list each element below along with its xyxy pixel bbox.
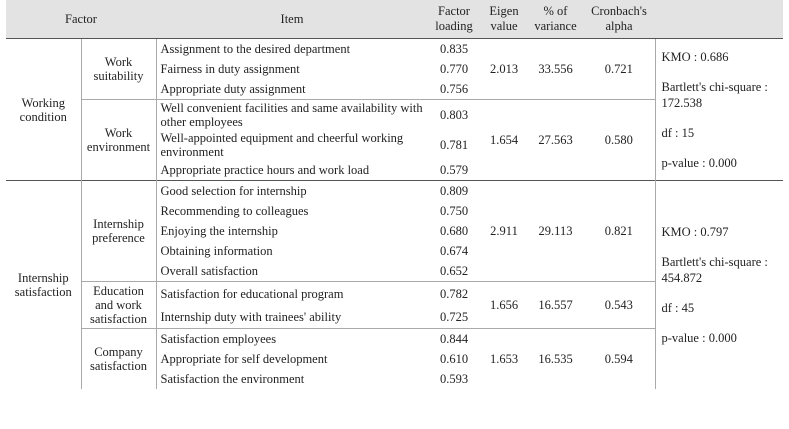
variance-percent: 29.113 [528, 180, 583, 282]
table-row: Company satisfaction Satisfaction employ… [6, 328, 783, 389]
factor-loading: 0.579 [439, 163, 469, 177]
item-text: Overall satisfaction [156, 261, 428, 282]
factor-loading: 0.652 [428, 261, 480, 282]
factor-loading: 0.835 [439, 42, 469, 56]
item-text: Appropriate for self development [160, 352, 328, 366]
eigen-value: 1.653 [489, 352, 519, 366]
table-row: Overall satisfaction 0.652 [6, 261, 783, 282]
table-row: Internship duty with trainees' ability 0… [6, 305, 783, 329]
summary-internship-satisfaction: KMO : 0.797 Bartlett's chi-square : 454.… [654, 180, 783, 389]
pvalue-text: p-value : 0.000 [661, 155, 737, 170]
cronbach-alpha: 0.594 [604, 352, 633, 366]
factor-loading: 0.844 [439, 332, 469, 346]
factor-loading: 0.770 [439, 62, 469, 76]
subfactor-company-satisfaction: Company satisfaction [81, 328, 157, 389]
header-summary [655, 0, 783, 39]
factor-loading: 0.803 [439, 108, 469, 122]
table-row: Appropriate practice hours and work load… [6, 160, 783, 181]
df-text: df : 15 [661, 125, 695, 140]
item-text: Enjoying the internship [160, 224, 278, 238]
table-row: Work environment Well convenient facilit… [6, 99, 783, 181]
kmo-text: KMO : 0.797 [661, 225, 729, 239]
factor-loading: 0.725 [428, 305, 480, 329]
header-factor: Factor [6, 0, 156, 39]
factor-loading: 0.610 [439, 352, 469, 366]
item-text: Appropriate practice hours and work load [160, 163, 370, 177]
eigen-value: 2.013 [480, 38, 528, 100]
factor-loading: 0.674 [439, 244, 469, 258]
group-label-working-condition: Working condition [6, 38, 82, 181]
table-row: Well-appointed equipment and cheerful wo… [6, 130, 783, 160]
header-item: Item [156, 0, 428, 39]
factor-loading: 0.750 [439, 204, 469, 218]
variance-percent: 27.563 [538, 133, 573, 147]
table-row: Recommending to colleagues 0.750 [6, 201, 783, 221]
factor-loading: 0.756 [428, 79, 480, 100]
bartlett-text: Bartlett's chi-square : 454.872 [661, 255, 768, 285]
df-text: df : 45 [661, 301, 695, 315]
table-row: Working condition Work suitability Assig… [6, 38, 783, 181]
header-eigen-value: Eigen value [480, 0, 528, 39]
table-row: Internship satisfaction Internship prefe… [6, 180, 783, 389]
header-variance: % of variance [528, 0, 583, 39]
table-row: Appropriate for self development 0.610 [6, 349, 783, 369]
factor-loading: 0.781 [439, 138, 469, 152]
table-row: Obtaining information 0.674 [6, 241, 783, 261]
variance-percent: 16.557 [528, 281, 583, 329]
item-text: Well-appointed equipment and cheerful wo… [160, 131, 404, 159]
header-row: Factor Item Factor loading Eigen value %… [6, 0, 783, 39]
item-text: Well convenient facilities and same avai… [160, 101, 423, 129]
cronbach-alpha: 0.543 [583, 281, 655, 329]
item-text: Appropriate duty assignment [156, 79, 428, 100]
subfactor-education-work: Education and work satisfaction [81, 281, 157, 329]
item-text: Fairness in duty assignment [160, 62, 300, 76]
item-text: Recommending to colleagues [160, 204, 309, 218]
variance-percent: 33.556 [528, 38, 583, 100]
cronbach-alpha: 0.821 [583, 180, 655, 282]
factor-loading: 0.593 [439, 372, 469, 386]
item-text: Satisfaction for educational program [160, 286, 344, 301]
cronbach-alpha: 0.580 [604, 133, 633, 147]
bartlett-text: Bartlett's chi-square : 172.538 [661, 79, 768, 110]
factor-analysis-table: Factor Item Factor loading Eigen value %… [6, 0, 783, 389]
subfactor-work-environment: Work environment [81, 99, 157, 181]
header-factor-loading: Factor loading [428, 0, 480, 39]
eigen-value: 2.911 [480, 180, 528, 282]
table-row: Satisfaction the environment 0.593 [6, 369, 783, 389]
group-label-internship-satisfaction: Internship satisfaction [6, 180, 82, 389]
factor-loading: 0.680 [439, 224, 469, 238]
factor-loading: 0.809 [428, 180, 480, 201]
table-row: Appropriate duty assignment 0.756 [6, 79, 783, 100]
item-text: Satisfaction the environment [160, 372, 305, 386]
table-row: Education and work satisfaction Satisfac… [6, 281, 783, 329]
table-row: Enjoying the internship 0.680 [6, 221, 783, 241]
variance-percent: 16.535 [538, 352, 573, 366]
kmo-text: KMO : 0.686 [661, 49, 729, 64]
item-text: Assignment to the desired department [160, 42, 351, 56]
factor-analysis-table-container: Factor Item Factor loading Eigen value %… [6, 0, 783, 389]
item-text: Obtaining information [160, 244, 273, 258]
subfactor-internship-preference: Internship preference [81, 180, 157, 282]
summary-working-condition: KMO : 0.686 Bartlett's chi-square : 172.… [654, 38, 783, 181]
eigen-value: 1.654 [489, 133, 519, 147]
cronbach-alpha: 0.721 [583, 38, 655, 100]
eigen-value: 1.656 [480, 281, 528, 329]
factor-loading: 0.782 [439, 286, 469, 301]
item-text: Satisfaction employees [160, 332, 277, 346]
pvalue-text: p-value : 0.000 [661, 331, 737, 345]
item-text: Good selection for internship [156, 180, 428, 201]
table-row: Fairness in duty assignment 0.770 [6, 59, 783, 79]
header-cronbach-alpha: Cronbach's alpha [583, 0, 655, 39]
item-text: Internship duty with trainees' ability [156, 305, 428, 329]
subfactor-work-suitability: Work suitability [81, 38, 157, 100]
